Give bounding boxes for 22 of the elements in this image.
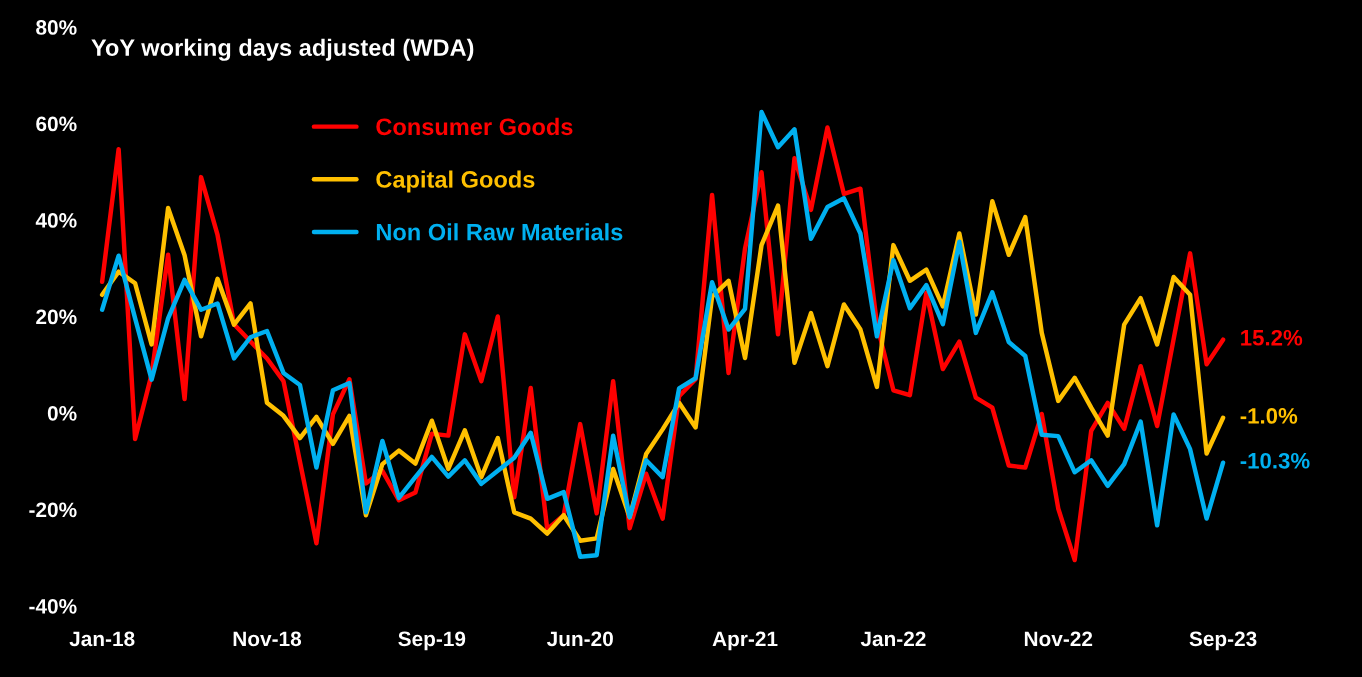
- y-tick-label: 80%: [36, 20, 77, 35]
- x-tick-label: Nov-22: [1024, 631, 1093, 647]
- legend-label: Capital Goods: [376, 170, 535, 193]
- y-tick-label: 40%: [35, 213, 77, 228]
- legend-label: Non Oil Raw Materials: [376, 223, 623, 241]
- annotation: YoY working days adjusted (WDA): [91, 38, 474, 61]
- y-tick-label: 60%: [36, 116, 77, 132]
- x-tick-label: Nov-18: [233, 631, 302, 647]
- y-tick-label: 20%: [36, 309, 77, 325]
- x-tick-label: Sep-23: [1189, 631, 1257, 651]
- x-tick-label: Sep-19: [398, 631, 466, 651]
- x-tick-label: Jan-18: [69, 631, 135, 647]
- x-tick-label: Apr-21: [712, 631, 778, 651]
- y-tick-label: -40%: [29, 598, 77, 614]
- x-tick-label: Jun-20: [546, 631, 613, 647]
- y-tick-label: -20%: [29, 502, 77, 518]
- annotation: -1.0%: [1240, 408, 1298, 424]
- annotation: -10.3%: [1240, 452, 1310, 469]
- x-tick-label: Jan-22: [860, 631, 926, 647]
- annotation: 15.2%: [1241, 329, 1303, 346]
- y-tick-label: 0%: [47, 405, 77, 421]
- legend-label: Consumer Goods: [376, 117, 573, 136]
